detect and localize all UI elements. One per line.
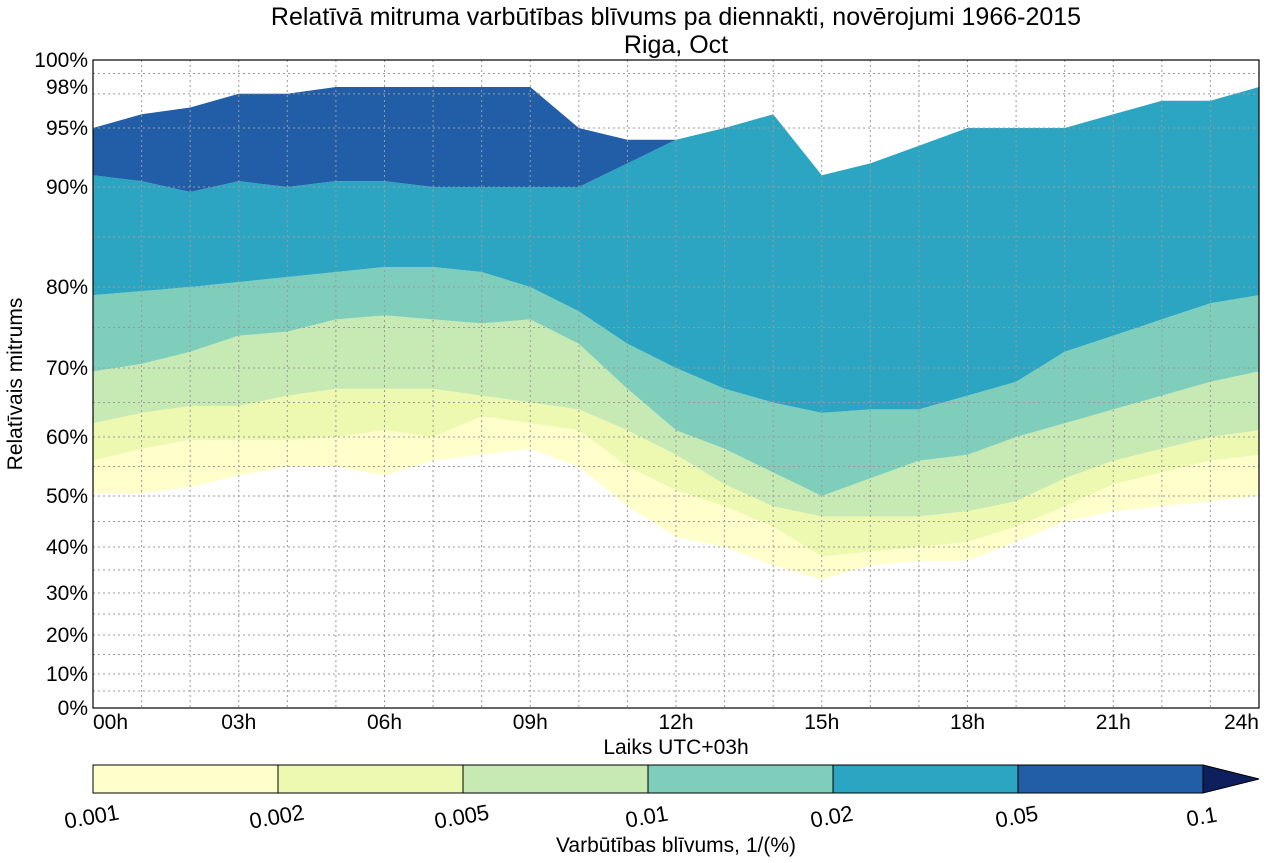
colorbar-extend-arrow	[1202, 764, 1260, 794]
x-tick-label: 09h	[513, 711, 548, 734]
x-tick-label: 21h	[1096, 711, 1131, 734]
y-tick-label: 70%	[46, 357, 88, 380]
y-tick-label: 40%	[46, 536, 88, 559]
colorbar-tick-label: 0.001	[62, 800, 121, 834]
x-axis: 00h 03h 06h 09h 12h 15h 18h 21h 24h	[93, 711, 1259, 734]
y-tick-label: 0%	[58, 697, 88, 720]
colorbar-tick-label: 0.05	[993, 801, 1040, 833]
colorbar	[92, 764, 1260, 794]
x-tick-label: 18h	[950, 711, 985, 734]
colorbar-tick-label: 0.1	[1184, 802, 1218, 832]
y-tick-label: 60%	[46, 426, 88, 449]
y-tick-label: 100%	[34, 49, 88, 72]
colorbar-segment	[1017, 764, 1204, 794]
x-axis-label: Laiks UTC+03h	[603, 736, 748, 759]
colorbar-segment	[647, 764, 834, 794]
colorbar-segment	[92, 764, 279, 794]
chart-title: Relatīvā mitruma varbūtības blīvums pa d…	[271, 3, 1081, 31]
colorbar-tick-label: 0.005	[432, 800, 491, 834]
colorbar-ticks: 0.001 0.002 0.005 0.01 0.02 0.05 0.1	[62, 800, 1219, 834]
y-tick-label: 50%	[46, 485, 88, 508]
x-tick-label: 06h	[367, 711, 402, 734]
colorbar-tick-label: 0.01	[623, 801, 670, 833]
y-tick-label: 80%	[46, 276, 88, 299]
x-tick-label: 00h	[93, 711, 128, 734]
colorbar-label: Varbūtības blīvums, 1/(%)	[556, 834, 796, 857]
colorbar-segment	[277, 764, 464, 794]
x-tick-label: 15h	[804, 711, 839, 734]
y-tick-label: 20%	[46, 624, 88, 647]
y-tick-label: 98%	[46, 76, 88, 99]
grid-lines	[93, 60, 1259, 708]
colorbar-segment	[832, 764, 1019, 794]
y-tick-label: 90%	[46, 176, 88, 199]
x-tick-label: 03h	[221, 711, 256, 734]
x-tick-label: 24h	[1224, 711, 1259, 734]
x-tick-label: 12h	[658, 711, 693, 734]
colorbar-tick-label: 0.002	[247, 800, 306, 834]
y-tick-label: 95%	[46, 117, 88, 140]
colorbar-segment	[462, 764, 649, 794]
contour-band-0	[93, 416, 1259, 580]
colorbar-tick-label: 0.02	[808, 801, 855, 833]
y-axis-label: Relatīvais mitrums	[4, 298, 27, 471]
contour-band-1	[93, 388, 1259, 557]
chart-subtitle: Riga, Oct	[624, 31, 728, 59]
y-tick-label: 10%	[46, 663, 88, 686]
y-axis: 0% 10% 20% 30% 40% 50% 60% 70% 80% 90% 95% 98% 100%	[34, 49, 88, 720]
plot-frame	[92, 59, 1260, 709]
y-tick-label: 30%	[46, 582, 88, 605]
